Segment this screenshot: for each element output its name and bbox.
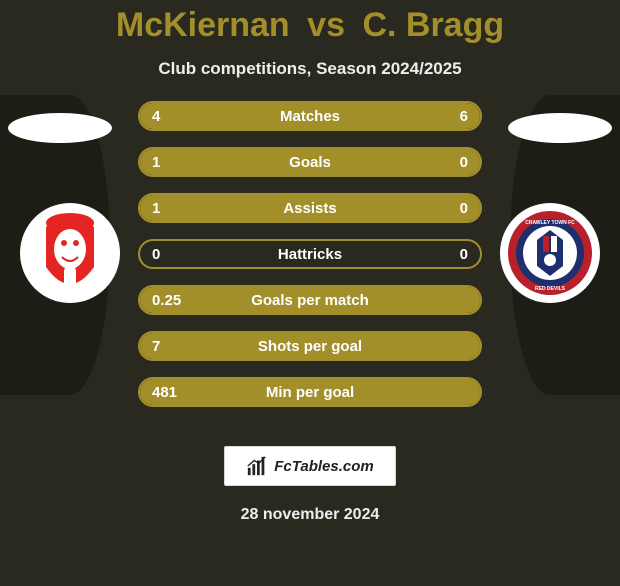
stat-label: Hattricks	[140, 246, 480, 263]
stat-row: 7Shots per goal	[138, 331, 482, 361]
brand-badge: FcTables.com	[224, 446, 396, 486]
stat-row: 1Assists0	[138, 193, 482, 223]
vs-text: vs	[307, 6, 345, 44]
subtitle: Club competitions, Season 2024/2025	[0, 59, 620, 79]
comparison-title: McKiernan vs C. Bragg	[0, 6, 620, 45]
date-text: 28 november 2024	[0, 506, 620, 524]
stat-value-right: 0	[460, 246, 468, 263]
player2-placeholder-icon	[508, 113, 612, 143]
svg-text:CRAWLEY TOWN FC: CRAWLEY TOWN FC	[525, 220, 575, 226]
main-area: CRAWLEY TOWN FC RED DEVILS 4Matches6 1Goa…	[0, 95, 620, 415]
stats-rows: 4Matches61Goals01Assists00Hattricks00.25…	[138, 101, 482, 423]
stat-row: 1Goals0	[138, 147, 482, 177]
stat-value-right: 6	[460, 108, 468, 125]
stat-row: 4Matches6	[138, 101, 482, 131]
chart-icon	[246, 455, 268, 477]
stat-row: 481Min per goal	[138, 377, 482, 407]
stat-row: 0.25Goals per match	[138, 285, 482, 315]
stat-value-right: 0	[460, 200, 468, 217]
stat-label: Shots per goal	[140, 338, 480, 355]
stat-label: Goals per match	[140, 292, 480, 309]
stat-label: Matches	[140, 108, 480, 125]
svg-text:RED DEVILS: RED DEVILS	[535, 286, 566, 292]
player1-name: McKiernan	[116, 6, 290, 44]
stat-label: Min per goal	[140, 384, 480, 401]
player2-name: C. Bragg	[362, 6, 504, 44]
crawley-crest-icon: CRAWLEY TOWN FC RED DEVILS	[507, 210, 593, 296]
club-badge-right: CRAWLEY TOWN FC RED DEVILS	[500, 203, 600, 303]
club-badge-left	[20, 203, 120, 303]
stat-label: Goals	[140, 154, 480, 171]
stat-row: 0Hattricks0	[138, 239, 482, 269]
stat-value-right: 0	[460, 154, 468, 171]
lincoln-crest-icon	[34, 209, 106, 297]
stat-label: Assists	[140, 200, 480, 217]
brand-text: FcTables.com	[274, 458, 373, 475]
player1-placeholder-icon	[8, 113, 112, 143]
